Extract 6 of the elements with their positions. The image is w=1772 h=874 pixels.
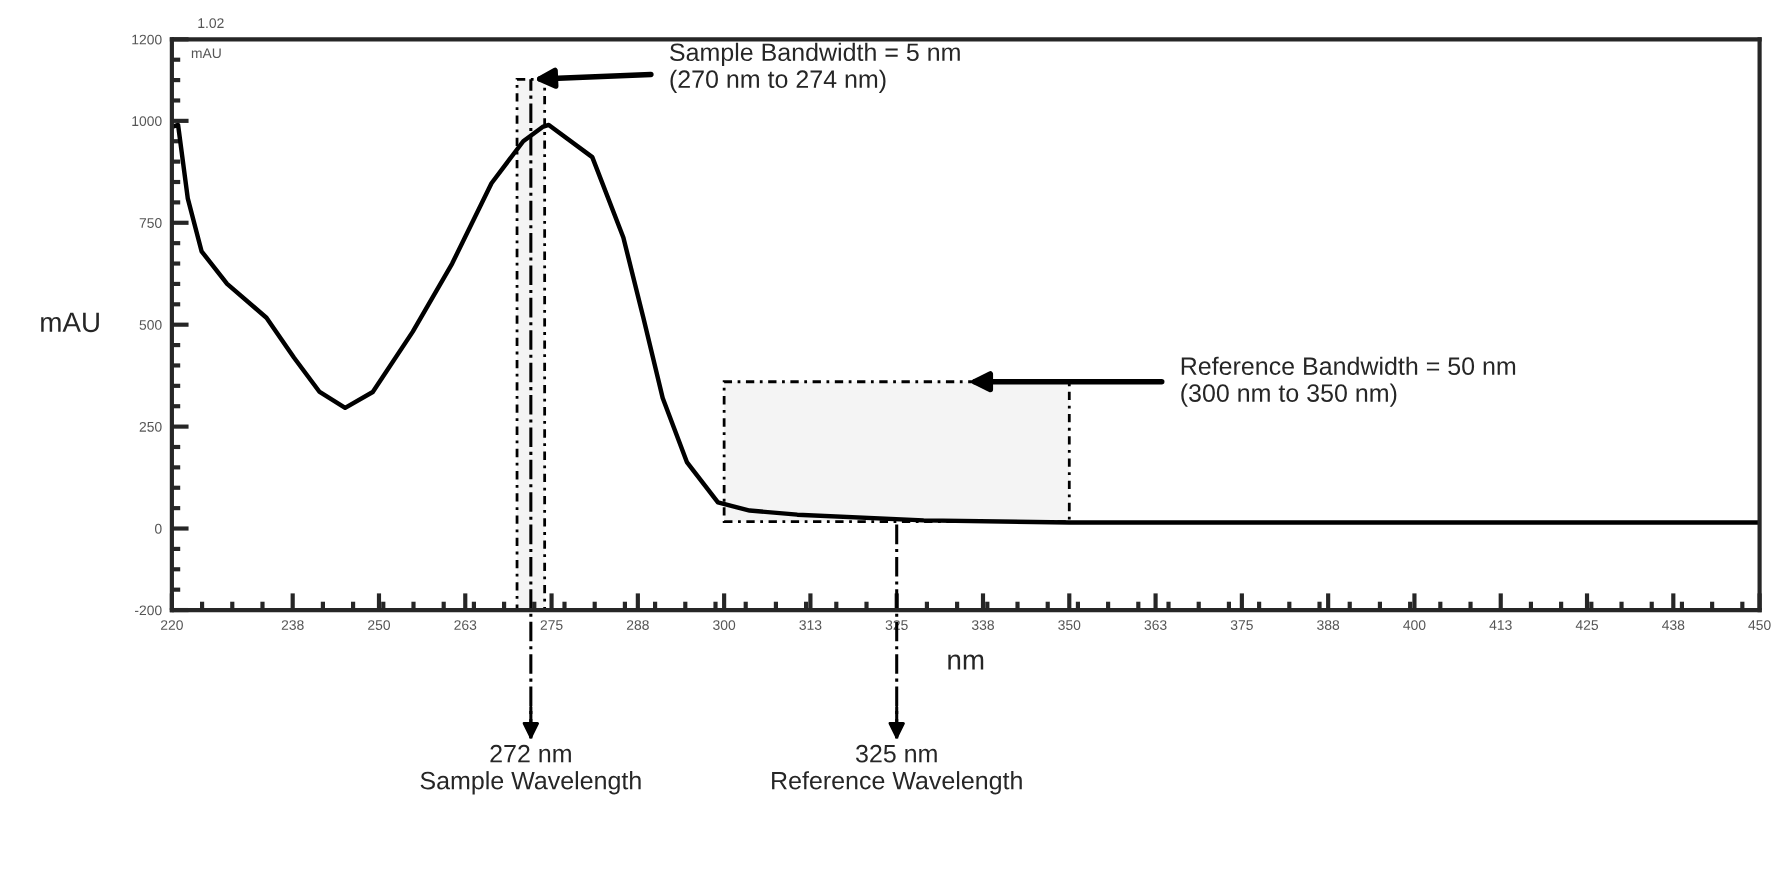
x-axis-title: nm <box>948 654 984 670</box>
ref-line-label: 272 nm Sample Wavelength <box>420 744 641 795</box>
band-label: Reference Bandwidth = 50 nm (300 nm to 350 nm) <box>1181 356 1516 407</box>
band-label: Sample Bandwidth = 5 nm (270 nm to 274 nm) <box>670 42 960 93</box>
y-axis-title: mAU <box>41 312 99 333</box>
ref-line-label: 325 nm Reference Wavelength <box>772 744 1022 795</box>
